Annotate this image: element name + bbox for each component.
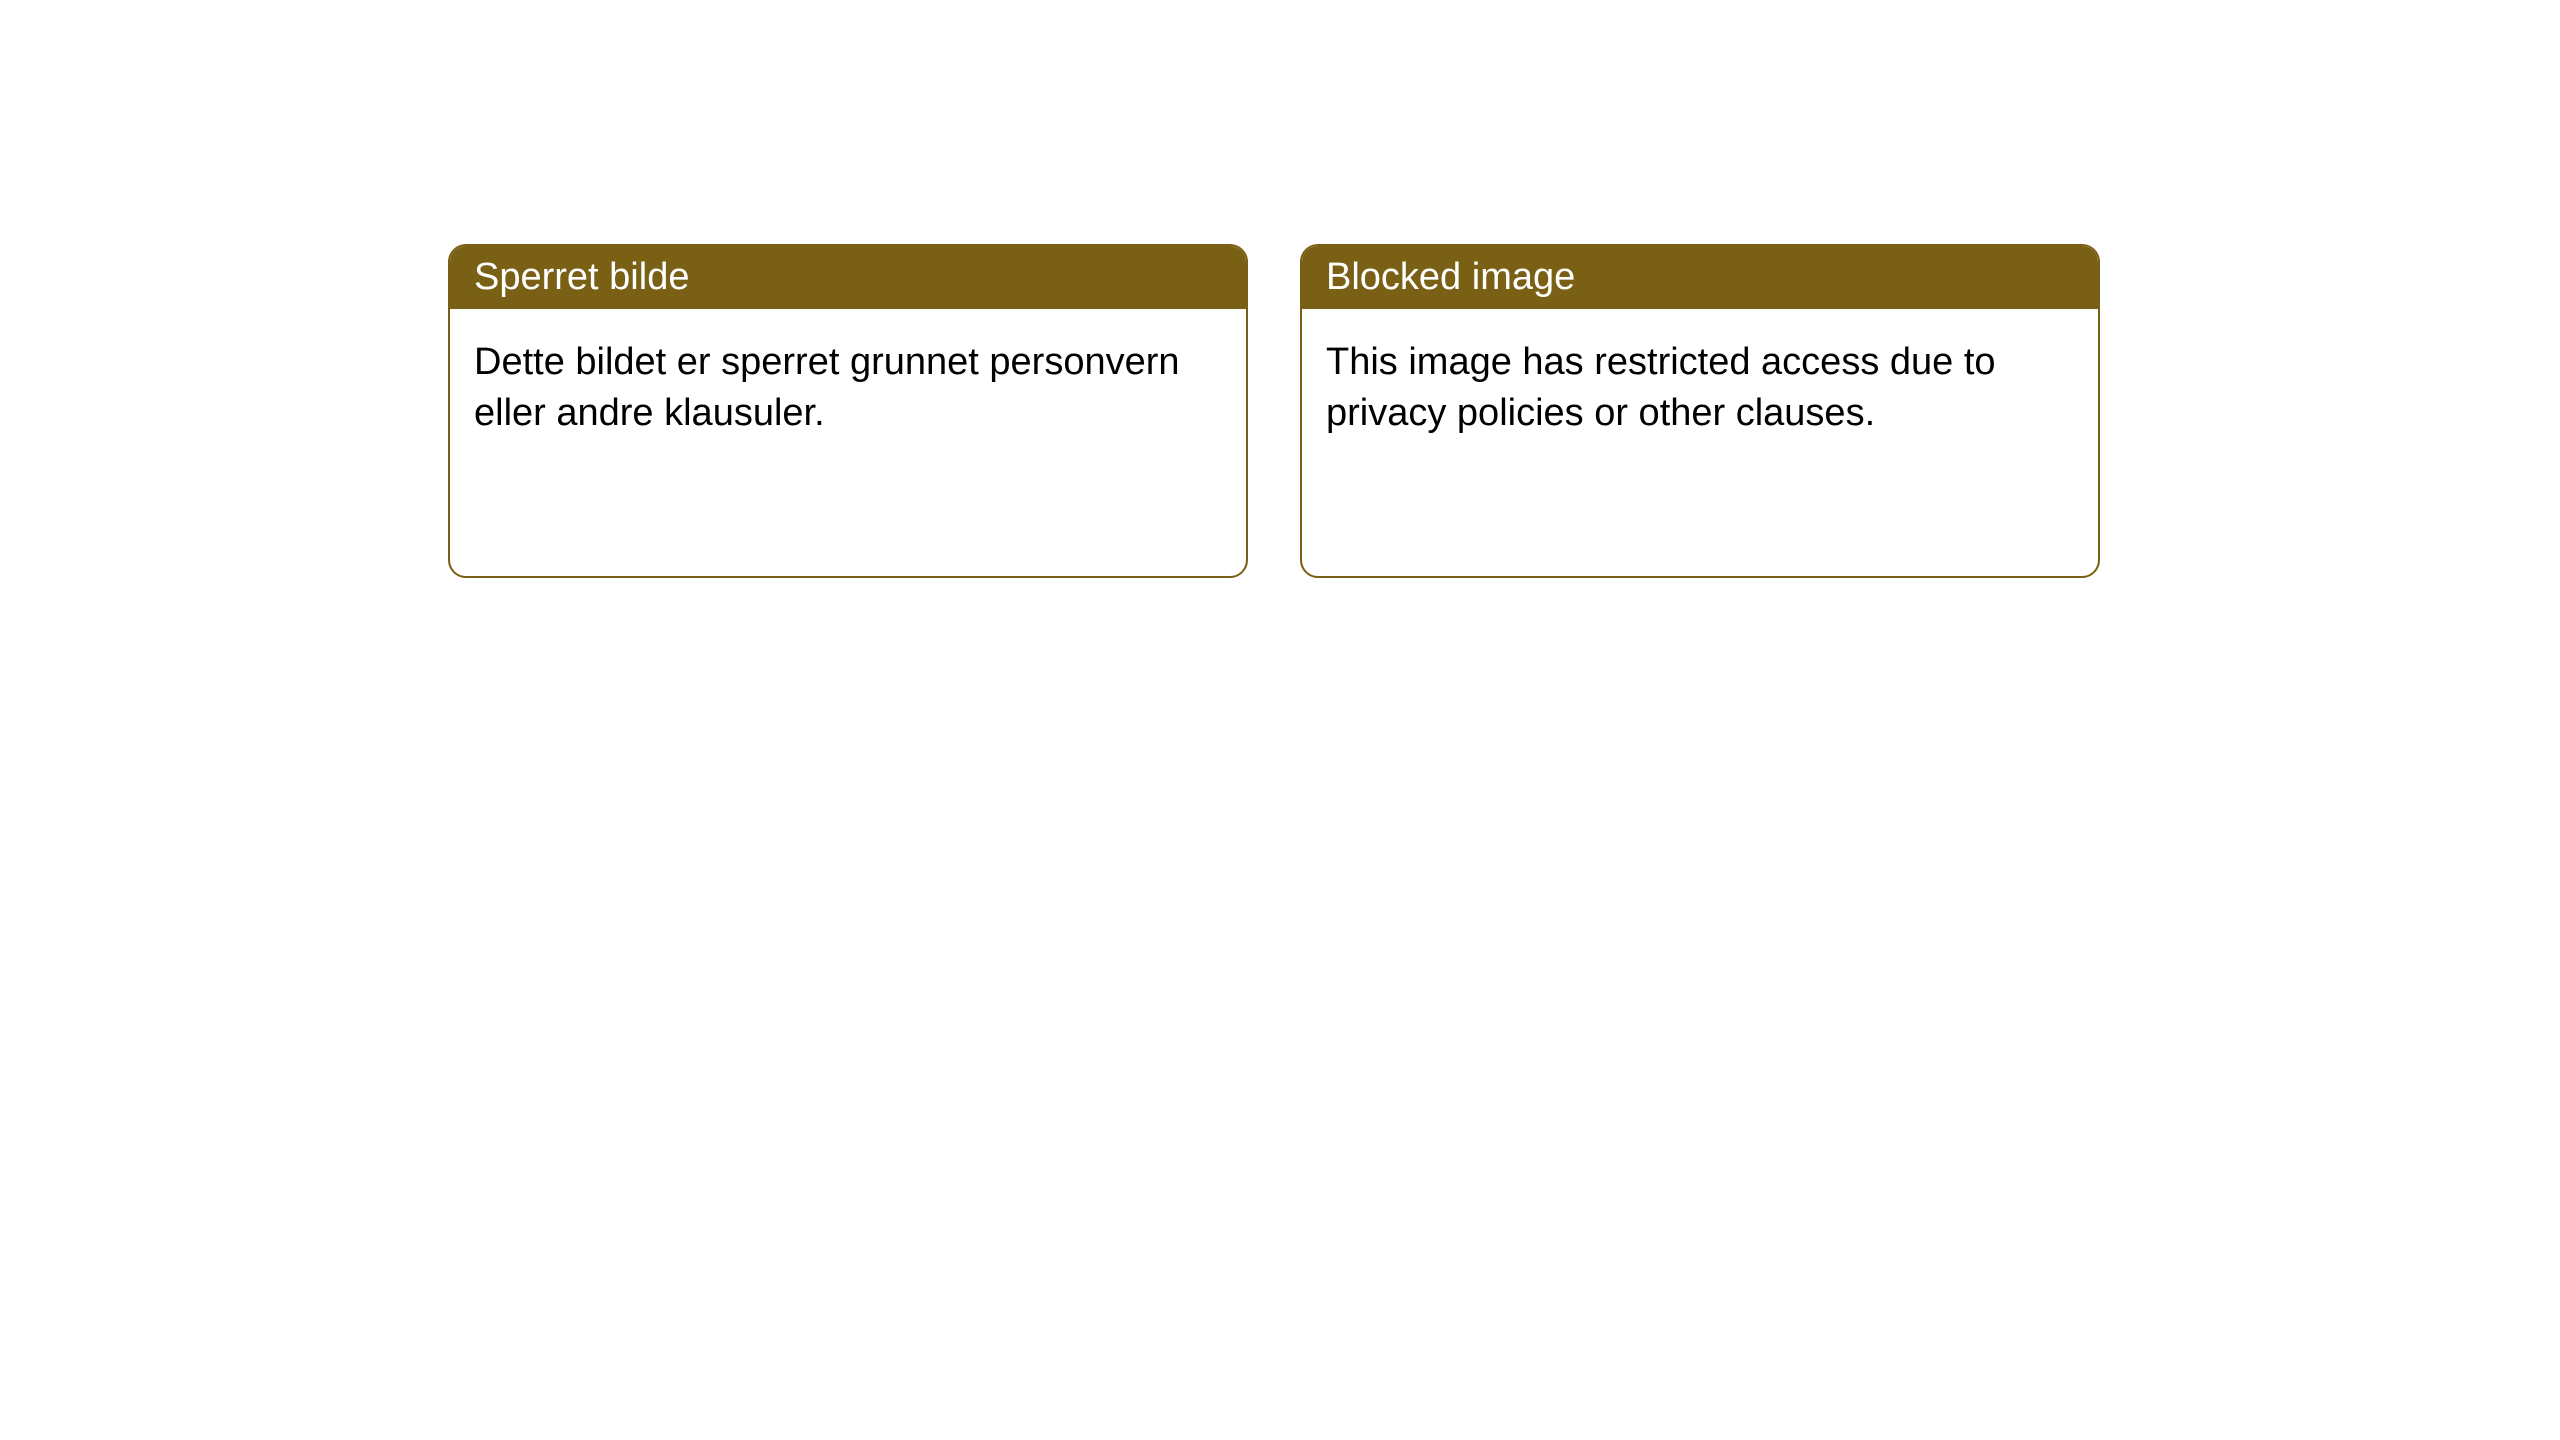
notice-container: Sperret bilde Dette bildet er sperret gr… [448, 244, 2100, 578]
notice-body-english: This image has restricted access due to … [1302, 309, 2098, 468]
notice-body-norwegian: Dette bildet er sperret grunnet personve… [450, 309, 1246, 468]
notice-title-english: Blocked image [1326, 256, 1575, 298]
notice-header-english: Blocked image [1302, 246, 2098, 309]
notice-card-english: Blocked image This image has restricted … [1300, 244, 2100, 578]
notice-message-english: This image has restricted access due to … [1326, 341, 1996, 434]
notice-message-norwegian: Dette bildet er sperret grunnet personve… [474, 341, 1180, 434]
notice-card-norwegian: Sperret bilde Dette bildet er sperret gr… [448, 244, 1248, 578]
notice-header-norwegian: Sperret bilde [450, 246, 1246, 309]
notice-title-norwegian: Sperret bilde [474, 256, 689, 298]
